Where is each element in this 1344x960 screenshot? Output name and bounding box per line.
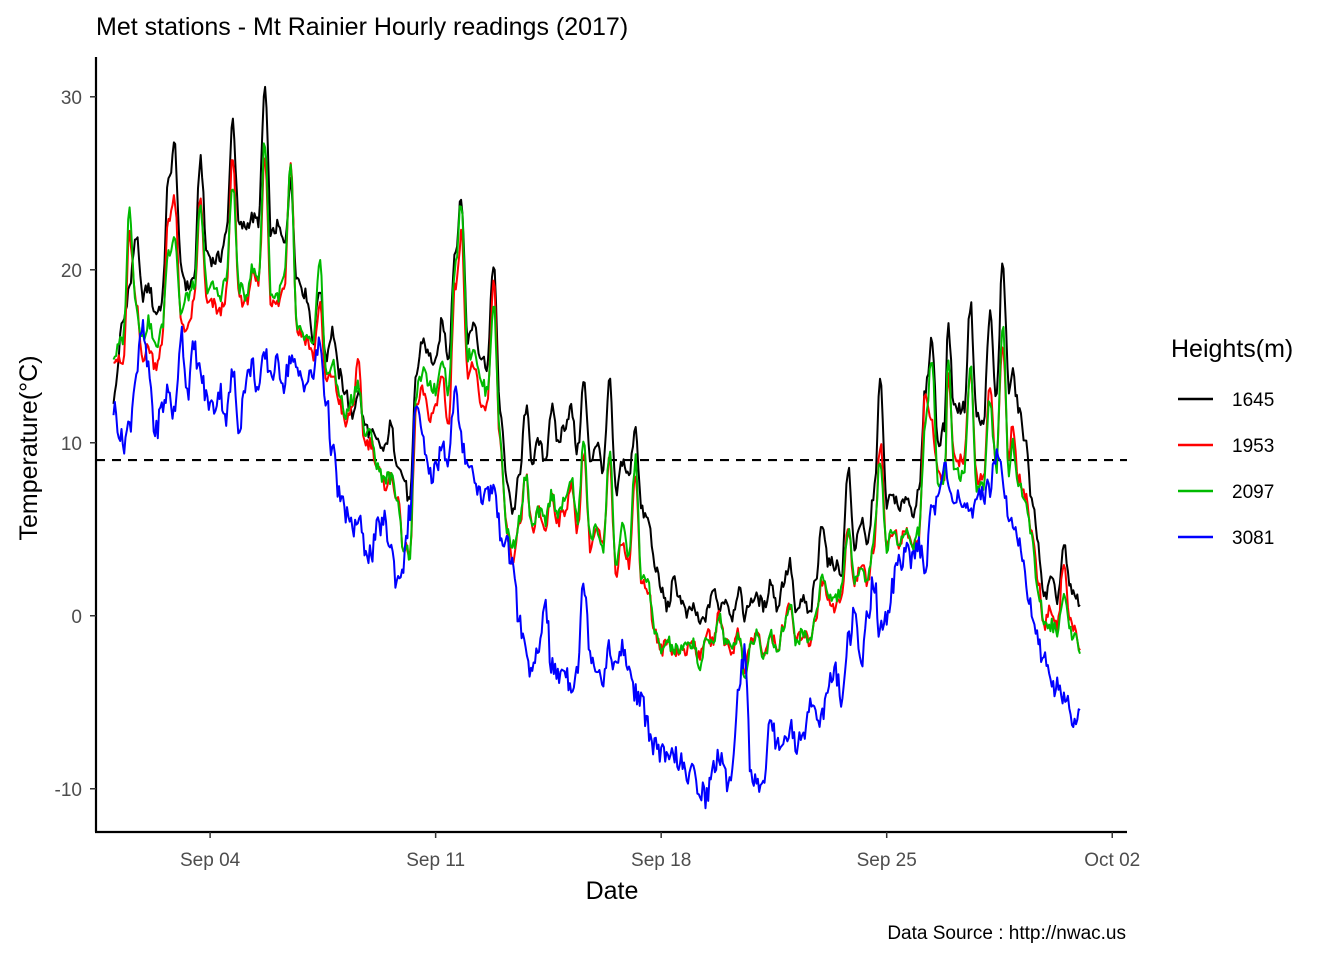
y-tick-label: 20 <box>61 261 82 282</box>
legend-label-2097: 2097 <box>1232 482 1274 503</box>
x-axis-title: Date <box>586 877 639 905</box>
y-axis-ticks: -10 0 10 20 30 <box>55 88 96 801</box>
y-tick-label: -10 <box>55 780 82 801</box>
series-line-2097 <box>112 142 1081 680</box>
legend-label-3081: 3081 <box>1232 528 1274 549</box>
y-axis-title: Temperature(°C) <box>15 355 43 540</box>
legend: Heights(m) 1645 1953 2097 3081 <box>1171 335 1293 549</box>
x-tick-label: Oct 02 <box>1084 850 1140 871</box>
x-tick-label: Sep 25 <box>857 850 917 871</box>
plot-area <box>96 85 1127 810</box>
legend-title: Heights(m) <box>1171 335 1293 363</box>
data-source-caption: Data Source : http://nwac.us <box>887 923 1126 944</box>
series-line-3081 <box>112 319 1081 810</box>
series-line-1645 <box>112 85 1081 625</box>
x-tick-label: Sep 04 <box>180 850 241 871</box>
chart-title: Met stations - Mt Rainier Hourly reading… <box>96 13 628 41</box>
x-tick-label: Sep 11 <box>406 850 465 871</box>
y-tick-label: 30 <box>61 88 82 109</box>
legend-label-1645: 1645 <box>1232 390 1274 411</box>
legend-label-1953: 1953 <box>1232 436 1274 457</box>
x-axis-ticks: Sep 04 Sep 11 Sep 18 Sep 25 Oct 02 <box>180 832 1140 871</box>
y-tick-label: 0 <box>71 607 82 628</box>
y-tick-label: 10 <box>61 434 82 455</box>
x-tick-label: Sep 18 <box>631 850 691 871</box>
